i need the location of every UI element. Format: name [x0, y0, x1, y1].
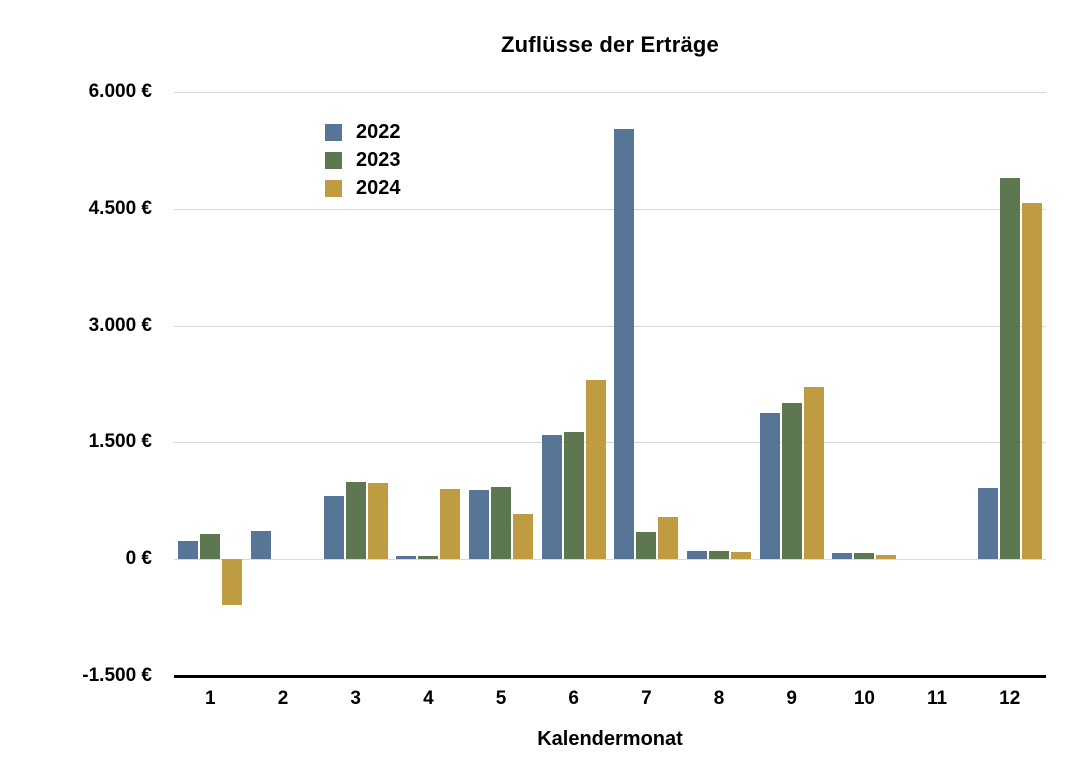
bar-2022-month-10: [832, 552, 853, 560]
x-axis-labels: 1 2 3 4 5 6 7 8 9 10 11 12: [174, 688, 1046, 714]
gridline: [174, 92, 1046, 93]
legend-label-2023: 2023: [356, 149, 401, 171]
legend-item-2022: 2022: [325, 121, 401, 143]
bar-2022-month-1: [178, 541, 199, 560]
plot-area: [174, 92, 1046, 678]
bar-2023-month-6: [563, 432, 584, 560]
bar-2023-month-1: [200, 534, 221, 560]
legend: 2022 2023 2024: [325, 121, 401, 199]
bar-2023-month-7: [636, 531, 657, 560]
bar-2023-month-5: [491, 486, 511, 560]
bar-2024-month-7: [658, 517, 679, 560]
bar-2022-month-7: [614, 129, 635, 560]
bar-2022-month-8: [687, 551, 707, 560]
gridline: [174, 559, 1046, 561]
bar-2023-month-12: [999, 177, 1020, 560]
bar-2024-month-3: [367, 482, 388, 560]
x-tick-label: 6: [568, 688, 579, 709]
x-tick-label: 1: [205, 688, 216, 709]
bar-2022-month-2: [251, 531, 271, 560]
legend-label-2022: 2022: [356, 121, 401, 143]
x-axis-line: [174, 675, 1046, 678]
bar-2023-month-8: [709, 551, 729, 560]
bar-2022-month-3: [323, 496, 344, 560]
bar-2023-month-4: [418, 556, 439, 560]
x-tick-label: 9: [786, 688, 797, 709]
bar-2024-month-9: [803, 387, 824, 560]
gridline: [174, 208, 1046, 210]
x-tick-label: 2: [277, 688, 289, 709]
bar-2022-month-12: [977, 488, 998, 560]
legend-label-2024: 2024: [356, 177, 401, 199]
bar-2024-month-5: [513, 514, 533, 560]
y-tick-label: 3.000 €: [88, 314, 152, 336]
chart-title: Zuflüsse der Erträge: [501, 32, 719, 57]
y-tick-label: 6.000 €: [88, 81, 152, 102]
bar-2024-month-1: [222, 559, 243, 606]
bar-2024-month-10: [876, 555, 897, 560]
y-tick-label: 0 €: [125, 548, 152, 570]
x-tick-label: 8: [713, 688, 725, 709]
y-tick-label: 1.500 €: [88, 431, 152, 453]
bar-2022-month-4: [396, 556, 417, 560]
x-tick-label: 4: [423, 688, 434, 709]
x-axis-title: Kalendermonat: [537, 728, 683, 750]
legend-swatch-2023: [325, 152, 342, 169]
legend-swatch-2022: [325, 124, 342, 141]
bar-2024-month-4: [440, 489, 461, 560]
gridline: [174, 325, 1046, 327]
bar-2024-month-8: [731, 552, 751, 560]
bar-2024-month-6: [585, 380, 606, 560]
bar-2022-month-6: [541, 435, 562, 560]
bar-2024-month-12: [1021, 202, 1042, 560]
x-tick-label: 3: [350, 688, 361, 709]
y-tick-label: 4.500 €: [88, 197, 152, 219]
bar-2023-month-9: [781, 403, 802, 560]
legend-item-2023: 2023: [325, 149, 401, 171]
legend-item-2024: 2024: [325, 177, 401, 199]
bar-2022-month-5: [469, 489, 489, 560]
bar-2023-month-10: [854, 552, 875, 560]
legend-swatch-2024: [325, 180, 342, 197]
gridline: [174, 442, 1046, 444]
bar-2023-month-3: [345, 482, 366, 560]
x-tick-label: 5: [495, 688, 507, 709]
y-tick-label: -1.500 €: [82, 665, 152, 686]
x-tick-label: 12: [999, 688, 1021, 709]
x-tick-label: 10: [853, 688, 875, 709]
x-tick-label: 11: [927, 688, 948, 709]
bar-2022-month-9: [759, 412, 780, 560]
x-tick-label: 7: [641, 688, 652, 709]
